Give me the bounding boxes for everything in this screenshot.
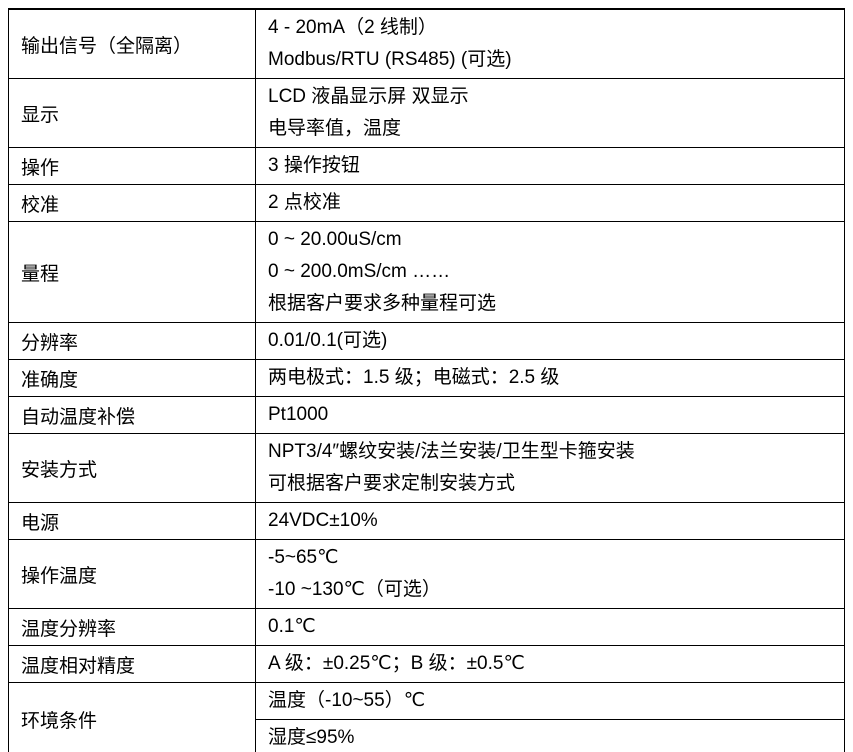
spec-label-cell: 校准 <box>8 184 256 222</box>
spec-label-cell: 自动温度补偿 <box>8 396 256 434</box>
spec-value-cell: 0.1℃ <box>255 608 845 646</box>
spec-value-cell: NPT3/4″螺纹安装/法兰安装/卫生型卡箍安装 可根据客户要求定制安装方式 <box>255 433 845 503</box>
spec-value-cell: 4 - 20mA（2 线制） Modbus/RTU (RS485) (可选) <box>255 8 845 79</box>
table-row: 显示 LCD 液晶显示屏 双显示 电导率值，温度 <box>8 78 845 148</box>
spec-value-cell: LCD 液晶显示屏 双显示 电导率值，温度 <box>255 78 845 148</box>
spec-value-line: 3 操作按钮 <box>268 155 360 176</box>
spec-value-line: 0 ~ 20.00uS/cm <box>268 229 402 250</box>
spec-value-line: 0 ~ 200.0mS/cm …… <box>268 261 451 282</box>
spec-value-line: 2 点校准 <box>268 192 341 213</box>
table-row: 准确度 两电极式：1.5 级；电磁式：2.5 级 <box>8 359 845 397</box>
spec-value-line: 温度（-10~55）℃ <box>268 690 426 711</box>
table-row: 安装方式 NPT3/4″螺纹安装/法兰安装/卫生型卡箍安装 可根据客户要求定制安装方… <box>8 433 845 503</box>
spec-value-cell: Pt1000 <box>255 396 845 434</box>
spec-value-line: Modbus/RTU (RS485) (可选) <box>268 49 512 70</box>
spec-value-cell: 温度（-10~55）℃ <box>255 682 845 720</box>
spec-label-cell: 量程 <box>8 221 256 323</box>
spec-label-cell: 操作 <box>8 147 256 185</box>
spec-value-line: Pt1000 <box>268 404 329 425</box>
spec-value-line: 电导率值，温度 <box>268 118 402 139</box>
table-row: 操作温度 -5~65℃ -10 ~130℃（可选） <box>8 539 845 609</box>
spec-value-cell: 3 操作按钮 <box>255 147 845 185</box>
spec-value-line: 根据客户要求多种量程可选 <box>268 293 497 314</box>
spec-value-cell: 湿度≤95% <box>255 719 845 752</box>
table-row: 温度分辨率 0.1℃ <box>8 608 845 646</box>
table-row: 输出信号（全隔离） 4 - 20mA（2 线制） Modbus/RTU (RS485… <box>8 8 845 79</box>
table-row: 温度相对精度 A 级：±0.25℃；B 级：±0.5℃ <box>8 645 845 683</box>
spec-value-cell: 24VDC±10% <box>255 502 845 540</box>
spec-value-line: NPT3/4″螺纹安装/法兰安装/卫生型卡箍安装 <box>268 441 635 462</box>
spec-label-cell: 准确度 <box>8 359 256 397</box>
table-row: 分辨率 0.01/0.1(可选) <box>8 322 845 360</box>
spec-value-line: 4 - 20mA（2 线制） <box>268 17 437 38</box>
spec-label-cell: 安装方式 <box>8 433 256 503</box>
spec-value-line: 0.1℃ <box>268 616 316 637</box>
spec-value-line: LCD 液晶显示屏 双显示 <box>268 86 469 107</box>
table-row: 校准 2 点校准 <box>8 184 845 222</box>
spec-value-cell: 0.01/0.1(可选) <box>255 322 845 360</box>
table-row: 环境条件 温度（-10~55）℃ <box>8 682 845 752</box>
spec-value-line: 0.01/0.1(可选) <box>268 330 388 351</box>
spec-value-cell: 2 点校准 <box>255 184 845 222</box>
spec-label-cell: 电源 <box>8 502 256 540</box>
spec-value-line: -10 ~130℃（可选） <box>268 579 441 600</box>
spec-value-cell: 两电极式：1.5 级；电磁式：2.5 级 <box>255 359 845 397</box>
spec-value-cell: -5~65℃ -10 ~130℃（可选） <box>255 539 845 609</box>
table-row: 量程 0 ~ 20.00uS/cm 0 ~ 200.0mS/cm …… 根据客户要求多… <box>8 221 845 323</box>
table-row: 自动温度补偿 Pt1000 <box>8 396 845 434</box>
spec-value-line: 两电极式：1.5 级；电磁式：2.5 级 <box>268 367 560 388</box>
spec-label-cell: 环境条件 <box>8 682 256 752</box>
spec-label-cell: 分辨率 <box>8 322 256 360</box>
table-row: 湿度≤95% <box>9 719 845 752</box>
spec-value-line: -5~65℃ <box>268 547 339 568</box>
spec-table: 输出信号（全隔离） 4 - 20mA（2 线制） Modbus/RTU (RS485… <box>8 8 845 752</box>
spec-label-cell: 操作温度 <box>8 539 256 609</box>
spec-table-body: 输出信号（全隔离） 4 - 20mA（2 线制） Modbus/RTU (RS485… <box>8 8 845 752</box>
spec-label-cell: 温度相对精度 <box>8 645 256 683</box>
spec-label-cell: 温度分辨率 <box>8 608 256 646</box>
spec-label-cell: 输出信号（全隔离） <box>8 8 256 79</box>
spec-value-line: 24VDC±10% <box>268 510 378 531</box>
spec-value-cell: 0 ~ 20.00uS/cm 0 ~ 200.0mS/cm …… 根据客户要求多种量… <box>255 221 845 323</box>
spec-value-line: 可根据客户要求定制安装方式 <box>268 473 516 494</box>
spec-value-line: 湿度≤95% <box>268 727 355 748</box>
table-row: 操作 3 操作按钮 <box>8 147 845 185</box>
spec-label-cell: 显示 <box>8 78 256 148</box>
table-row: 电源 24VDC±10% <box>8 502 845 540</box>
spec-value-line: A 级：±0.25℃；B 级：±0.5℃ <box>268 653 525 674</box>
spec-value-cell: A 级：±0.25℃；B 级：±0.5℃ <box>255 645 845 683</box>
